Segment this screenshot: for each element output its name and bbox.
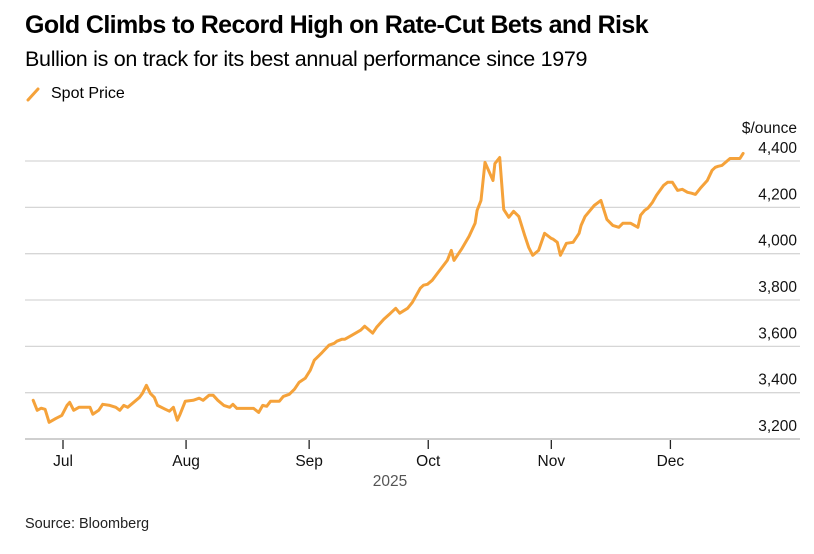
y-axis-unit-label: $/ounce (742, 120, 797, 137)
x-tick-label: Dec (657, 453, 685, 470)
chart-subtitle: Bullion is on track for its best annual … (25, 47, 588, 71)
legend: Spot Price (25, 85, 125, 103)
y-tick-label: 3,400 (758, 372, 797, 389)
x-tick-label: Nov (538, 453, 566, 470)
x-axis: Jul Aug Sep Oct Nov Dec (53, 440, 684, 470)
y-tick-label: 4,400 (758, 140, 797, 157)
y-tick-label: 3,600 (758, 325, 797, 342)
source-note: Source: Bloomberg (25, 516, 150, 532)
x-tick-label: Aug (172, 453, 200, 470)
legend-line-icon (26, 87, 40, 102)
gridlines (25, 160, 800, 440)
x-axis-year-label: 2025 (373, 473, 407, 490)
x-tick-label: Jul (53, 453, 73, 470)
y-tick-label: 4,200 (758, 186, 797, 203)
x-tick-label: Sep (295, 453, 323, 470)
y-tick-label: 4,000 (758, 233, 797, 250)
chart-title: Gold Climbs to Record High on Rate-Cut B… (25, 11, 649, 39)
y-tick-label: 3,200 (758, 418, 797, 435)
series-line-spot-price (31, 151, 745, 424)
y-tick-label: 3,800 (758, 279, 797, 296)
legend-label: Spot Price (51, 85, 125, 102)
y-axis-labels: 3,200 3,400 3,600 3,800 4,000 4,200 4,400 (758, 140, 797, 435)
x-tick-label: Oct (416, 453, 441, 470)
